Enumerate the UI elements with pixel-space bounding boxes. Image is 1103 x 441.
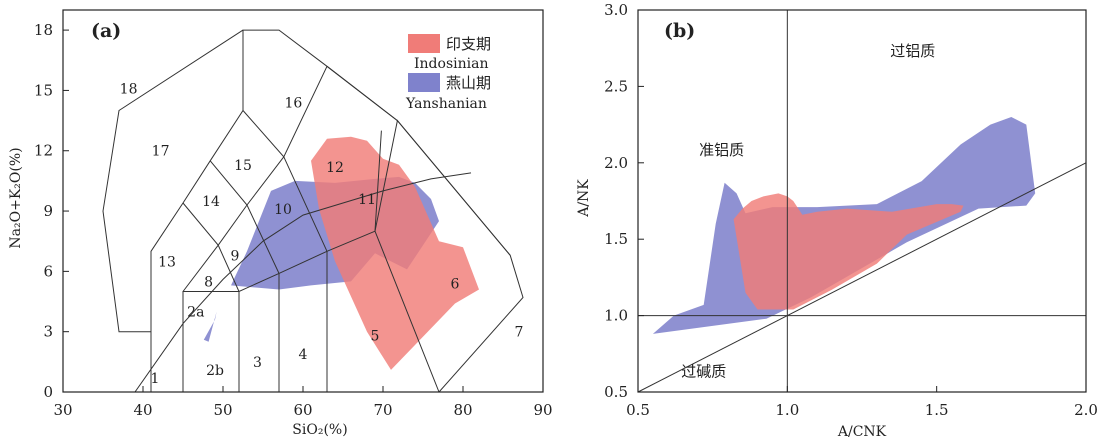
panel-b-label: (b) <box>664 20 695 42</box>
tas-field-boundary-4 <box>209 160 280 392</box>
tas-field-label: 7 <box>515 325 524 341</box>
alkaline-subalkaline-curve <box>134 172 472 393</box>
tas-field-boundary-10 <box>326 65 398 121</box>
a-y-tick-label: 6 <box>43 262 53 280</box>
tas-field-boundary-9 <box>102 29 244 333</box>
b-y-tick-label: 2.0 <box>604 154 628 172</box>
a-y-tick-label: 12 <box>34 142 53 160</box>
b-x-tick-label: 1.0 <box>775 401 799 419</box>
a-x-tick-label: 70 <box>373 401 392 419</box>
tas-field-label: 11 <box>358 192 376 208</box>
a-y-axis-title: Na₂O+K₂O(%) <box>8 147 24 248</box>
tas-field-label: 13 <box>158 254 176 270</box>
legend-swatch-yanshanian <box>408 73 440 92</box>
a-cnk-vs-a-nk-panel: 0.5 1.0 1.5 2.0 0.5 1.0 1.5 2.0 2.5 3.0 过铝质准铝质过碱质… <box>576 1 1098 440</box>
b-axes: 0.5 1.0 1.5 2.0 0.5 1.0 1.5 2.0 2.5 3.0 <box>604 1 1098 419</box>
tas-field-label: 17 <box>152 144 170 160</box>
legend-label-yanshanian-en: Yanshanian <box>405 96 487 112</box>
b-y-tick-label: 1.5 <box>604 230 628 248</box>
b-x-axis-title: A/CNK <box>837 424 887 440</box>
a-x-tick-label: 50 <box>213 401 232 419</box>
a-y-tick-label: 18 <box>34 21 53 39</box>
tas-field-label: 1 <box>151 371 160 387</box>
b-y-tick-label: 0.5 <box>604 383 628 401</box>
b-diagonal-divider <box>637 162 1087 393</box>
a-patch-indosinian <box>311 136 479 370</box>
tas-field-label: 9 <box>231 248 240 264</box>
a-y-tick-label: 0 <box>43 383 53 401</box>
b-y-tick-label: 1.0 <box>604 307 628 325</box>
b-region-label: 准铝质 <box>699 141 744 159</box>
tas-field-boundaries <box>102 29 524 393</box>
legend-swatch-indosinian <box>408 34 440 53</box>
tas-field-label: 2b <box>206 363 224 379</box>
b-y-tick-label: 3.0 <box>604 1 628 19</box>
tas-field-label: 15 <box>234 158 252 174</box>
tas-field-label: 4 <box>299 347 308 363</box>
a-x-tick-label: 60 <box>293 401 312 419</box>
tas-field-label: 8 <box>204 274 213 290</box>
b-region-label: 过碱质 <box>681 363 726 381</box>
a-x-tick-label: 90 <box>533 401 552 419</box>
legend: 印支期 Indosinian 燕山期 Yanshanian <box>405 34 491 112</box>
a-x-tick-label: 40 <box>133 401 152 419</box>
a-x-tick-label: 30 <box>53 401 72 419</box>
tas-field-label: 3 <box>253 355 262 371</box>
a-y-tick-label: 15 <box>34 81 53 99</box>
tas-field-label: 2a <box>187 305 204 321</box>
legend-label-indosinian-cn: 印支期 <box>446 35 491 53</box>
legend-label-indosinian-en: Indosinian <box>414 56 488 72</box>
a-data-patches <box>203 136 479 370</box>
tas-field-label: 18 <box>120 81 138 97</box>
b-plot-frame <box>637 9 1087 393</box>
a-x-axis-title: SiO₂(%) <box>292 422 347 438</box>
a-y-tick-label: 3 <box>43 323 53 341</box>
tas-field-label: 12 <box>326 160 344 176</box>
tas-field-label: 16 <box>284 95 302 111</box>
b-region-label: 过铝质 <box>890 42 935 60</box>
b-y-tick-label: 2.5 <box>604 77 628 95</box>
b-x-tick-label: 2.0 <box>1074 401 1098 419</box>
b-data-patches <box>652 117 1036 334</box>
tas-field-boundary-11 <box>397 120 524 393</box>
a-x-tick-label: 80 <box>453 401 472 419</box>
b-y-axis-title: A/NK <box>576 179 592 218</box>
tas-field-label: 5 <box>371 329 380 345</box>
tas-field-label: 10 <box>274 202 292 218</box>
tas-field-boundary-5 <box>283 156 328 392</box>
tas-field-boundary-2 <box>182 156 285 292</box>
panel-a-label: (a) <box>91 20 121 42</box>
tas-field-label: 6 <box>451 276 460 292</box>
b-boundary-lines <box>637 10 1087 393</box>
a-field-labels: 1 2a 2b 3 4 5 6 7 8 9 10 11 12 13 14 15 16 17 18 <box>120 81 524 387</box>
tas-field-boundary-3 <box>182 202 240 392</box>
b-patch-indosinian <box>733 193 964 310</box>
tas-field-boundary-8 <box>242 29 398 121</box>
tas-field-label: 14 <box>202 194 220 210</box>
b-x-tick-label: 0.5 <box>626 401 650 419</box>
tas-field-boundary-1 <box>182 230 376 392</box>
b-x-tick-label: 1.5 <box>925 401 949 419</box>
a-patch-extra-0 <box>203 311 217 342</box>
a-y-tick-label: 9 <box>43 202 53 220</box>
legend-label-yanshanian-cn: 燕山期 <box>446 74 491 92</box>
